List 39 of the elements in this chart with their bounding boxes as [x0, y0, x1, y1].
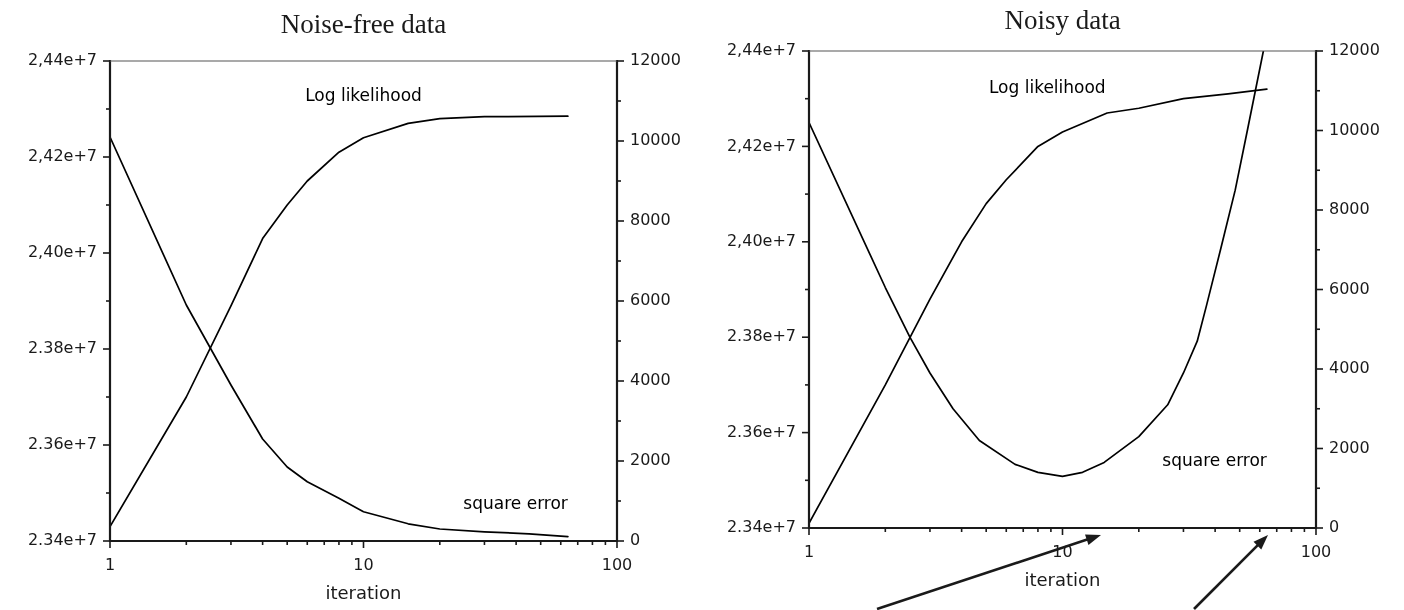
x-tick-label: 10	[353, 554, 374, 574]
y2-tick-label: 6000	[630, 290, 671, 310]
y2-tick-label: 0	[630, 530, 641, 550]
x-tick-label: 1	[104, 554, 116, 574]
y-tick-label: 2.34e+7	[726, 517, 796, 537]
y2-tick-label: 4000	[1329, 358, 1370, 378]
chart-title: Noisy data	[1004, 4, 1121, 35]
y2-tick-label: 2000	[630, 450, 671, 470]
y-tick-label: 2,40e+7	[27, 242, 97, 262]
y-tick-label: 2.34e+7	[27, 530, 97, 550]
y2-tick-label: 12000	[630, 50, 681, 70]
y-tick-label: 2,40e+7	[726, 230, 796, 250]
series-label: Log likelihood	[988, 76, 1106, 97]
y2-tick-label: 0	[1329, 517, 1340, 537]
y2-tick-label: 12000	[1329, 40, 1380, 60]
y2-tick-label: 6000	[1329, 278, 1370, 298]
y-tick-label: 2.36e+7	[726, 421, 796, 441]
x-axis-title: iteration	[325, 581, 402, 603]
y-tick-label: 2.38e+7	[27, 338, 97, 358]
y2-tick-label: 2000	[1329, 437, 1370, 457]
y2-tick-label: 10000	[1329, 119, 1380, 139]
x-tick-label: 100	[601, 554, 633, 574]
chart-title: Noise-free data	[280, 8, 447, 39]
series-label: square error	[463, 493, 568, 514]
series-label: Log likelihood	[305, 85, 422, 106]
x-tick-label: 100	[1300, 541, 1332, 561]
y2-tick-label: 4000	[630, 370, 671, 390]
y2-tick-label: 8000	[1329, 199, 1370, 219]
y-tick-label: 2,44e+7	[27, 50, 97, 70]
x-tick-label: 1	[803, 541, 815, 561]
x-axis-title: iteration	[1024, 568, 1101, 590]
series-label: square error	[1162, 449, 1267, 470]
y-tick-label: 2,42e+7	[726, 135, 796, 155]
y2-tick-label: 8000	[630, 210, 671, 230]
y-tick-label: 2.38e+7	[726, 326, 796, 346]
y-tick-label: 2,42e+7	[27, 146, 97, 166]
y-tick-label: 2.36e+7	[27, 434, 97, 454]
y-tick-label: 2,44e+7	[726, 40, 796, 60]
y2-tick-label: 10000	[630, 130, 681, 150]
